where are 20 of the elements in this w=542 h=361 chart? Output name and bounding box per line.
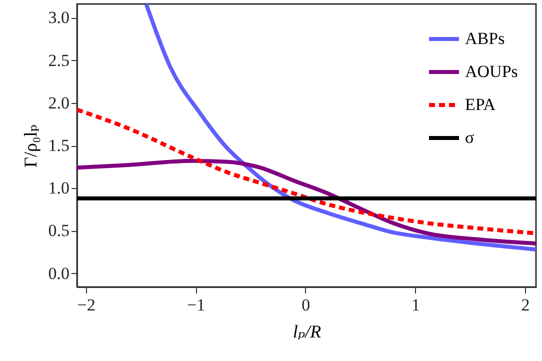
x-tick-label: 1 — [411, 296, 420, 314]
x-tick-label: 2 — [521, 296, 530, 314]
legend-label: σ — [465, 128, 474, 147]
x-tick-label: 0 — [302, 296, 310, 314]
x-tick-label: −2 — [77, 296, 96, 314]
legend-label: EPA — [465, 95, 496, 114]
y-tick-label: 3.0 — [48, 8, 70, 28]
legend-label: AOUPs — [465, 62, 518, 81]
y-tick-label: 0.5 — [48, 221, 70, 240]
y-tick-label: 1.5 — [48, 136, 70, 155]
legend-label: ABPs — [465, 29, 505, 48]
y-tick-label: 2.5 — [48, 50, 70, 70]
x-axis-title: lₚ/R — [292, 322, 322, 342]
x-tick-label: −1 — [187, 296, 206, 314]
y-tick-label: 2.0 — [48, 93, 70, 112]
y-tick-label: 1.0 — [48, 178, 70, 198]
line-series — [144, 4, 536, 252]
y-tick-label: 0.0 — [48, 264, 70, 283]
line-series — [77, 158, 536, 246]
y-axis-title: Γ/ρ₀lₚ — [20, 124, 40, 168]
